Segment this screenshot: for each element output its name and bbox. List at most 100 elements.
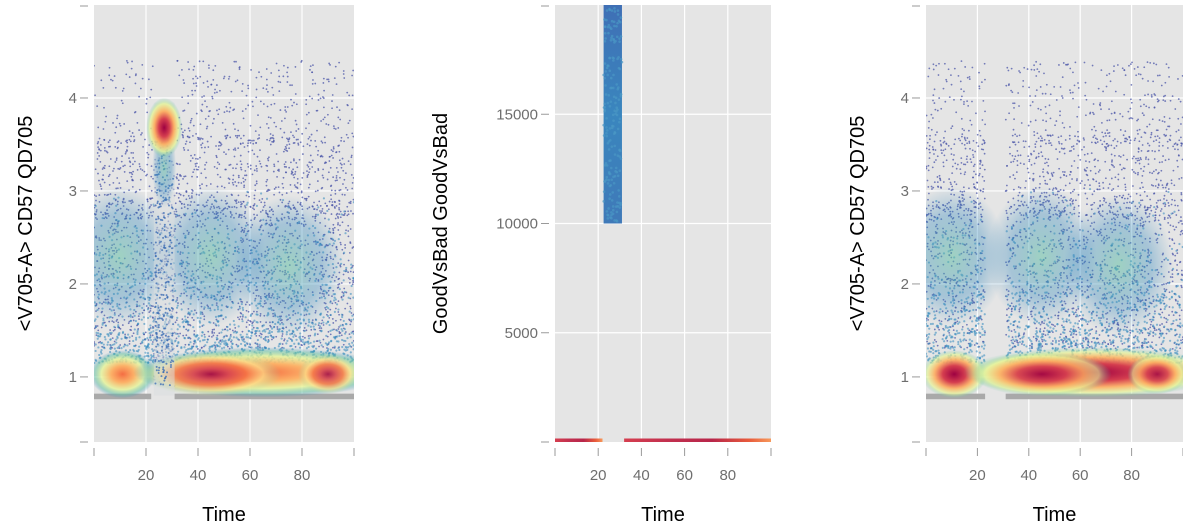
data-point [306, 170, 308, 173]
data-point [321, 141, 324, 144]
data-point [297, 128, 300, 130]
data-point [611, 124, 614, 128]
data-point [1138, 159, 1141, 162]
data-point [618, 148, 621, 152]
data-point [248, 195, 250, 198]
data-point [158, 329, 161, 332]
data-point [308, 183, 311, 186]
data-point [109, 344, 112, 347]
data-point [156, 317, 159, 320]
data-point [203, 338, 206, 341]
data-point [350, 320, 353, 323]
data-point [315, 145, 318, 148]
data-point [272, 94, 275, 96]
x-tick-label: 40 [190, 467, 207, 484]
data-point [603, 25, 607, 28]
data-point [616, 127, 620, 131]
data-point [154, 382, 157, 385]
data-point [345, 186, 347, 189]
data-point [131, 179, 134, 182]
x-tick-label: 20 [138, 467, 155, 484]
data-point [167, 280, 170, 283]
data-point [298, 336, 301, 339]
data-point [957, 74, 960, 77]
data-point [1110, 177, 1113, 180]
data-point [169, 212, 172, 215]
data-point [164, 288, 167, 291]
data-point [187, 149, 190, 152]
data-point [323, 136, 326, 139]
data-point [241, 90, 244, 92]
data-point [118, 347, 121, 350]
data-point [102, 343, 105, 346]
data-point [284, 161, 287, 163]
data-point [327, 330, 330, 333]
data-point [339, 224, 341, 227]
data-point [163, 327, 166, 330]
data-point [331, 201, 334, 203]
data-point [259, 162, 262, 165]
data-point [201, 142, 204, 145]
data-point [296, 166, 299, 169]
data-point [281, 335, 284, 337]
data-point [211, 95, 214, 98]
data-point [164, 286, 167, 289]
data-point [1098, 188, 1101, 191]
data-point [603, 39, 607, 43]
data-point [165, 362, 168, 365]
data-point [270, 103, 273, 106]
data-point [235, 60, 237, 63]
data-point [197, 166, 200, 168]
data-point [214, 88, 216, 91]
data-point [1159, 199, 1162, 202]
data-point [609, 166, 613, 170]
data-point [605, 126, 608, 129]
good-events-band [624, 438, 771, 442]
density-core [298, 354, 354, 395]
data-point [188, 129, 191, 132]
data-point [610, 9, 614, 12]
data-point [221, 339, 224, 342]
x-tick-label: 80 [719, 467, 736, 484]
data-point [335, 319, 337, 322]
data-point [247, 87, 250, 90]
data-point [347, 230, 350, 232]
data-point [112, 122, 114, 124]
data-point [211, 328, 214, 331]
data-point [99, 143, 102, 146]
data-point [254, 130, 257, 133]
data-point [308, 136, 311, 138]
data-point [165, 263, 168, 266]
scatter-layer [555, 5, 771, 442]
data-point [327, 171, 330, 174]
data-point [130, 135, 132, 138]
data-point [190, 117, 193, 120]
data-point [616, 88, 620, 91]
data-point [255, 180, 258, 183]
data-point [184, 175, 187, 178]
data-point [164, 334, 167, 337]
data-point [188, 68, 190, 71]
data-point [206, 80, 209, 83]
data-point [307, 173, 310, 176]
data-point [1111, 160, 1113, 163]
data-point [199, 156, 201, 159]
data-point [1172, 169, 1175, 172]
data-point [603, 108, 607, 112]
data-point [349, 228, 352, 230]
data-point [341, 298, 344, 301]
data-point [322, 96, 324, 98]
data-point [201, 138, 204, 140]
data-point [610, 86, 613, 90]
data-point [191, 175, 193, 178]
data-point [610, 213, 613, 217]
data-point [170, 363, 173, 366]
data-point [243, 338, 245, 340]
data-point [260, 336, 263, 339]
data-point [200, 144, 202, 146]
data-point [132, 170, 135, 173]
data-point [277, 168, 280, 171]
data-point [300, 191, 303, 194]
data-point [223, 346, 226, 349]
data-point [322, 197, 326, 200]
